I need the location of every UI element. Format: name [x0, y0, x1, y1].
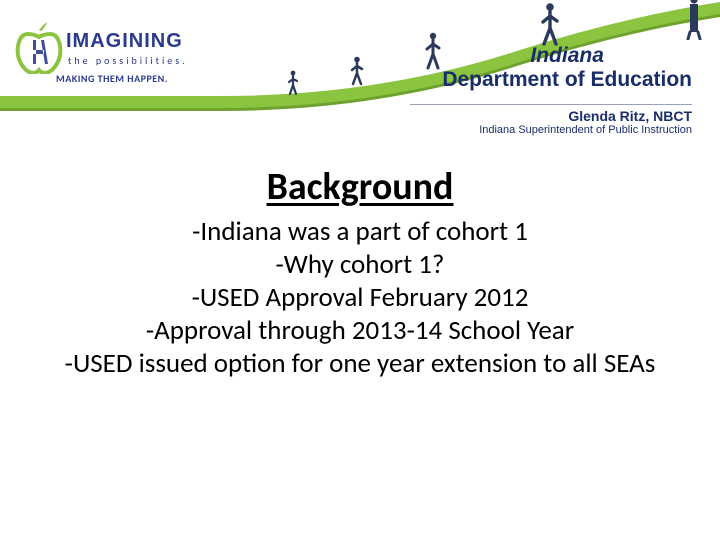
walker-5-grad	[680, 0, 708, 40]
logo-happen: MAKING THEM HAPPEN.	[56, 72, 168, 85]
header-banner: IMAGINING the possibilities. MAKING THEM…	[0, 0, 720, 160]
dept-line-1: Indiana	[442, 44, 692, 68]
body-line: -Why cohort 1?	[18, 249, 702, 282]
walker-1	[285, 70, 301, 96]
walker-4	[537, 2, 563, 46]
logo-imagining: IMAGINING	[66, 30, 183, 53]
walker-2	[348, 56, 366, 86]
walker-3	[422, 32, 444, 70]
body-line: -Indiana was a part of cohort 1	[18, 216, 702, 249]
logo-possibilities: the possibilities.	[68, 54, 188, 67]
slide-content: Background -Indiana was a part of cohort…	[0, 164, 720, 381]
superintendent-block: Glenda Ritz, NBCT Indiana Superintendent…	[479, 108, 692, 136]
superintendent-role: Indiana Superintendent of Public Instruc…	[479, 124, 692, 136]
divider-line	[410, 104, 692, 105]
dept-line-2: Department of Education	[442, 68, 692, 92]
slide-title: Background	[0, 164, 720, 210]
slide-body: -Indiana was a part of cohort 1 -Why coh…	[0, 216, 720, 381]
body-line: -USED Approval February 2012	[18, 282, 702, 315]
apple-logo-icon	[14, 20, 64, 74]
superintendent-name: Glenda Ritz, NBCT	[479, 108, 692, 124]
body-line: -Approval through 2013-14 School Year	[18, 315, 702, 348]
body-line: -USED issued option for one year extensi…	[18, 348, 702, 381]
department-title: Indiana Department of Education	[442, 44, 692, 92]
